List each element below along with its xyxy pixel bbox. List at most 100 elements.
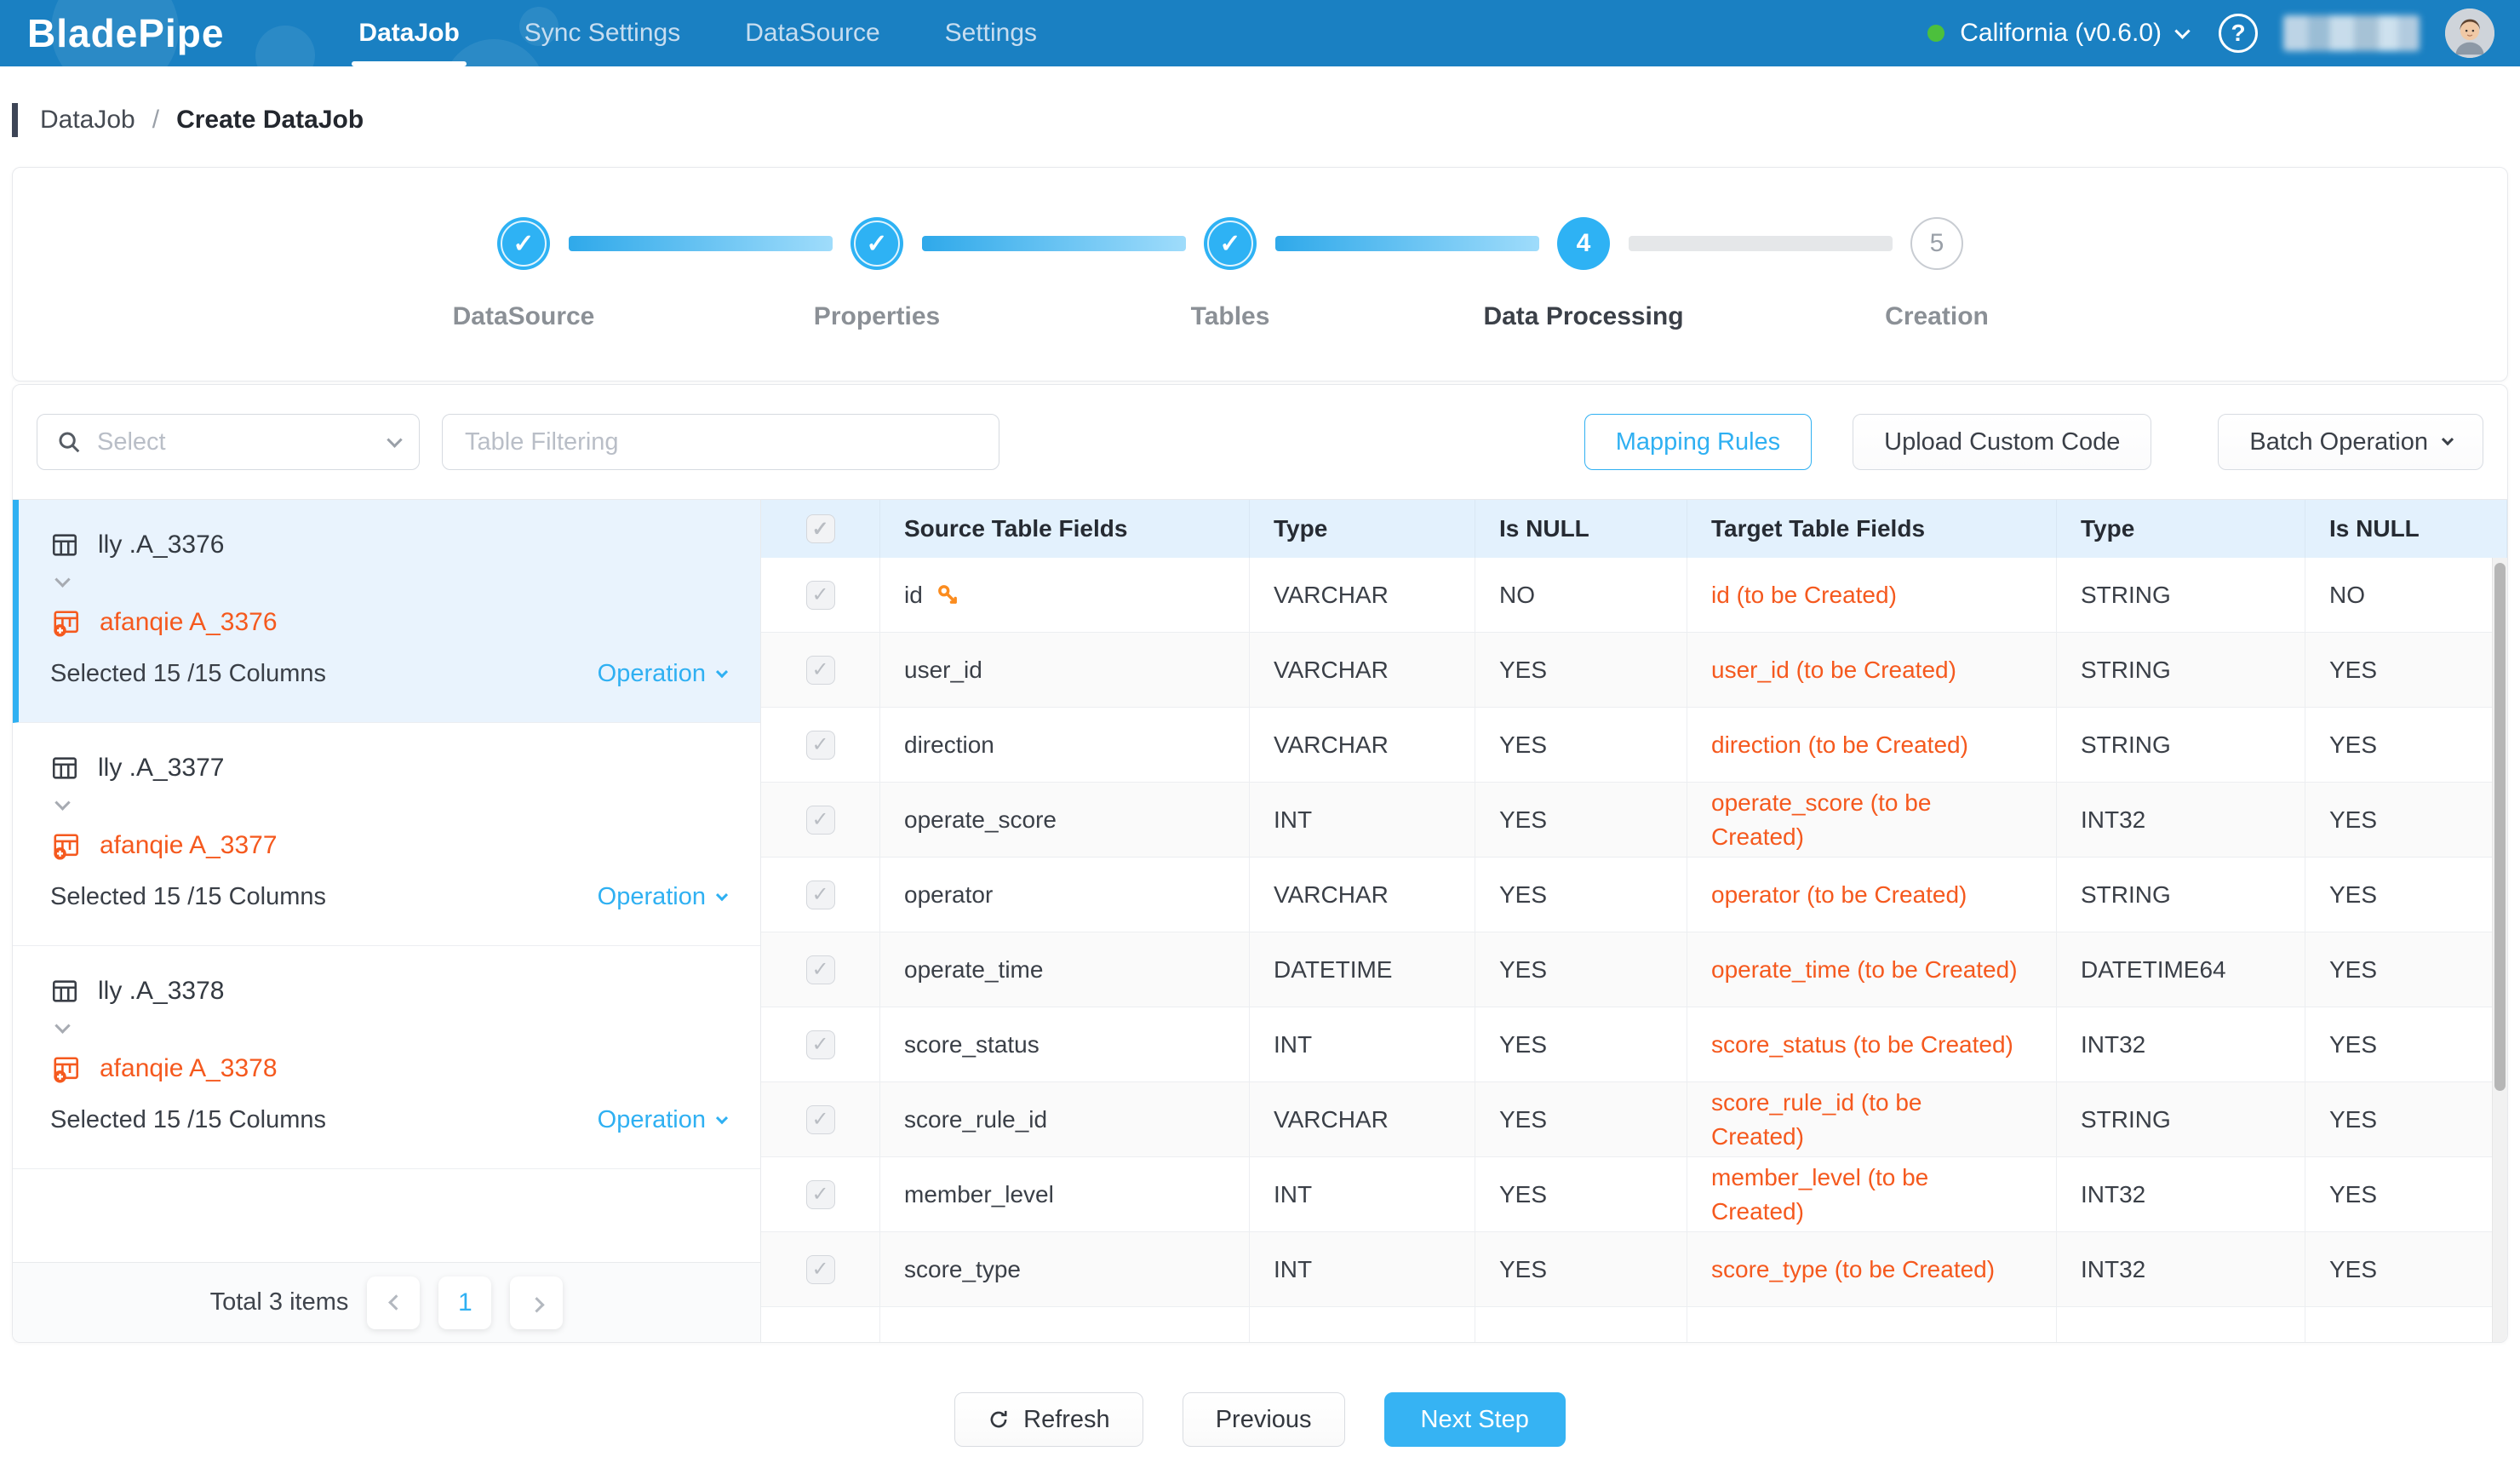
source-field-cell: score_type (880, 1232, 1250, 1306)
mapping-table-row: ✓ member_level INT YES member_level (to … (761, 1157, 2507, 1232)
target-field-cell[interactable]: operate_time (to be Created) (1687, 932, 2057, 1007)
row-checkbox[interactable]: ✓ (806, 1030, 835, 1059)
row-checkbox[interactable]: ✓ (806, 656, 835, 685)
row-checkbox[interactable]: ✓ (806, 581, 835, 610)
source-type-cell: VARCHAR (1250, 1082, 1475, 1156)
chevron-down-icon (54, 1018, 70, 1033)
help-icon[interactable]: ? (2219, 14, 2258, 53)
mapping-table-row: ✓ operate_score INT YES operate_score (t… (761, 783, 2507, 858)
row-checkbox[interactable]: ✓ (806, 1105, 835, 1134)
header-source-isnull: Is NULL (1475, 500, 1687, 558)
target-field-cell[interactable]: score_rule_id (to be Created) (1687, 1082, 2057, 1156)
operation-menu[interactable]: Operation (598, 883, 726, 911)
next-step-button[interactable]: Next Step (1384, 1392, 1566, 1447)
previous-button[interactable]: Previous (1183, 1392, 1345, 1447)
target-field-cell[interactable]: direction (to be Created) (1687, 708, 2057, 782)
table-row-partial (761, 1307, 2507, 1342)
row-checkbox[interactable]: ✓ (806, 806, 835, 835)
upload-custom-code-button[interactable]: Upload Custom Code (1853, 414, 2151, 470)
breadcrumb-parent[interactable]: DataJob (40, 106, 135, 135)
source-isnull-cell: NO (1475, 558, 1687, 632)
row-checkbox-cell: ✓ (761, 858, 880, 932)
username-redacted (2283, 15, 2420, 51)
selection-row: Selected 15 /15 Columns Operation (50, 1106, 726, 1134)
nav-item-sync-settings[interactable]: Sync Settings (492, 0, 713, 66)
row-checkbox[interactable]: ✓ (806, 731, 835, 760)
avatar-illustration (2445, 9, 2494, 58)
target-field-cell[interactable]: score_type (to be Created) (1687, 1232, 2057, 1306)
target-isnull-cell: YES (2305, 1232, 2507, 1306)
nav-item-datajob[interactable]: DataJob (326, 0, 491, 66)
table-filter-input[interactable] (442, 414, 999, 470)
table-pair-item[interactable]: lly .A_3378 afanqie A_3378 Selected 15 /… (13, 946, 760, 1169)
step-label-tables: Tables (1191, 302, 1270, 331)
target-table-name: afanqie A_3378 (100, 1054, 278, 1083)
target-isnull-cell: YES (2305, 1157, 2507, 1231)
nav-item-settings[interactable]: Settings (913, 0, 1069, 66)
header-checkbox-cell: ✓ (761, 500, 880, 558)
source-isnull-cell (1475, 1307, 1687, 1342)
refresh-button[interactable]: Refresh (954, 1392, 1143, 1447)
page-number-button[interactable]: 1 (438, 1276, 491, 1329)
avatar[interactable] (2445, 9, 2494, 58)
operation-menu[interactable]: Operation (598, 660, 726, 688)
chevron-down-icon (387, 432, 402, 447)
row-checkbox[interactable]: ✓ (806, 955, 835, 984)
wizard-actions: Refresh Previous Next Step (0, 1343, 2520, 1447)
target-field-cell[interactable]: user_id (to be Created) (1687, 633, 2057, 707)
operation-menu[interactable]: Operation (598, 1106, 726, 1134)
brand-logo[interactable]: BladePipe (27, 10, 224, 56)
target-table-name: afanqie A_3377 (100, 831, 278, 860)
target-field-cell[interactable]: operator (to be Created) (1687, 858, 2057, 932)
select-all-checkbox[interactable]: ✓ (806, 514, 835, 543)
source-field-name: score_type (904, 1256, 1021, 1283)
source-field-cell (880, 1307, 1250, 1342)
target-field-cell[interactable]: id (to be Created) (1687, 558, 2057, 632)
step-connector (1275, 236, 1539, 251)
nav-item-datasource[interactable]: DataSource (713, 0, 912, 66)
scrollbar-thumb[interactable] (2494, 563, 2506, 1091)
datasource-select[interactable]: Select (37, 414, 420, 470)
chevron-down-icon (716, 666, 728, 678)
environment-selector[interactable]: California (v0.6.0) (1927, 19, 2188, 48)
operation-label: Operation (598, 1106, 706, 1134)
target-isnull-cell: YES (2305, 1007, 2507, 1081)
mapping-rules-button[interactable]: Mapping Rules (1584, 414, 1812, 470)
source-field-name: operate_time (904, 956, 1043, 984)
source-type-cell (1250, 1307, 1475, 1342)
selection-row: Selected 15 /15 Columns Operation (50, 660, 726, 688)
target-isnull-cell: YES (2305, 932, 2507, 1007)
page-title: Create DataJob (176, 106, 364, 135)
target-field-cell[interactable]: operate_score (to be Created) (1687, 783, 2057, 857)
breadcrumb-separator: / (152, 106, 159, 135)
target-field-cell[interactable]: member_level (to be Created) (1687, 1157, 2057, 1231)
table-add-icon (50, 607, 81, 638)
source-type-cell: VARCHAR (1250, 558, 1475, 632)
row-checkbox[interactable]: ✓ (806, 881, 835, 909)
mapping-table-row: ✓ id VARCHAR NO id (to be Created) STRIN… (761, 558, 2507, 633)
chevron-right-icon (529, 1297, 544, 1312)
source-type-cell: VARCHAR (1250, 708, 1475, 782)
row-checkbox[interactable]: ✓ (806, 1180, 835, 1209)
source-table-row: lly .A_3378 (50, 977, 726, 1006)
target-field-cell[interactable]: score_status (to be Created) (1687, 1007, 2057, 1081)
step-label-properties: Properties (814, 302, 940, 331)
source-type-cell: VARCHAR (1250, 858, 1475, 932)
source-field-name: member_level (904, 1181, 1054, 1208)
table-pair-item[interactable]: lly .A_3376 afanqie A_3376 Selected 15 /… (13, 500, 760, 723)
source-field-cell: id (880, 558, 1250, 632)
source-field-name: score_status (904, 1031, 1040, 1058)
target-type-cell: DATETIME64 (2057, 932, 2305, 1007)
row-checkbox[interactable]: ✓ (806, 1255, 835, 1284)
source-isnull-cell: YES (1475, 1157, 1687, 1231)
table-pair-list: lly .A_3376 afanqie A_3376 Selected 15 /… (13, 500, 760, 1262)
table-pair-item[interactable]: lly .A_3377 afanqie A_3377 Selected 15 /… (13, 723, 760, 946)
target-type-cell: INT32 (2057, 1007, 2305, 1081)
row-checkbox-cell: ✓ (761, 1007, 880, 1081)
batch-operation-button[interactable]: Batch Operation (2218, 414, 2483, 470)
next-page-button[interactable] (510, 1276, 563, 1329)
step-label-creation: Creation (1885, 302, 1989, 331)
source-table-row: lly .A_3376 (50, 531, 726, 559)
target-table-name: afanqie A_3376 (100, 608, 278, 637)
prev-page-button[interactable] (367, 1276, 420, 1329)
